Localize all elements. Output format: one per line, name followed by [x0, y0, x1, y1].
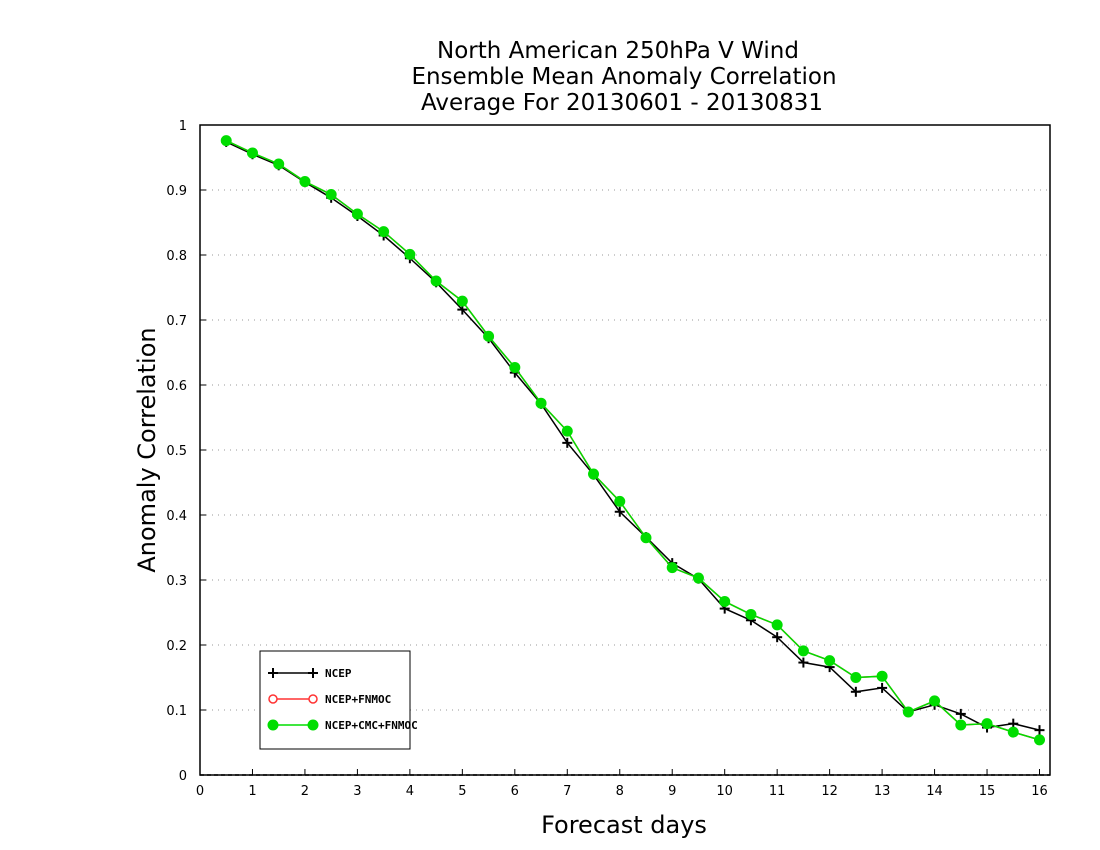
series-line-0 — [225, 141, 1040, 731]
x-tick-label-10: 10 — [716, 784, 733, 799]
series-2-point-25 — [876, 670, 888, 682]
series-line-2 — [225, 139, 1040, 741]
series-2-point-23 — [824, 655, 836, 667]
x-tick-label-8: 8 — [616, 784, 624, 799]
axis-ticks: 00.10.20.30.40.50.60.70.80.910 1 2 3 4 5 6 7 8 9 1… — [166, 119, 1047, 799]
legend-label-0: NCEP — [325, 667, 352, 680]
x-tick-label-7: 7 — [563, 784, 571, 799]
series-2-point-14 — [588, 468, 600, 480]
series-2-point-8 — [430, 275, 442, 287]
legend-item-0: NCEP — [268, 667, 352, 680]
y-tick-label-0: 0 — [179, 769, 187, 784]
series-2-point-9 — [456, 295, 468, 307]
series-2-point-27 — [929, 695, 941, 707]
x-tick-label-16: 16 — [1031, 784, 1048, 799]
legend-item-2: NCEP+CMC+FNMOC — [267, 719, 418, 732]
y-tick-label-1: 0.1 — [166, 704, 187, 719]
y-tick-label-2: 0.2 — [166, 639, 187, 654]
series-0-point-24 — [850, 686, 861, 697]
series-2-point-15 — [614, 495, 626, 507]
x-tick-label-14: 14 — [926, 784, 943, 799]
series-line-1 — [225, 139, 1040, 741]
series-2-point-22 — [797, 645, 809, 657]
series-2-point-26 — [902, 706, 914, 718]
legend-marker-start-0 — [268, 668, 278, 678]
series-2 — [220, 135, 1046, 746]
series-2-point-10 — [483, 330, 495, 342]
series-2-point-12 — [535, 397, 547, 409]
legend-marker-start-2 — [267, 719, 279, 731]
series-2-point-7 — [404, 248, 416, 260]
series-0-point-31 — [1034, 725, 1045, 736]
x-tick-label-2: 2 — [301, 784, 309, 799]
legend-marker-end-2 — [307, 719, 319, 731]
series-2-point-18 — [692, 572, 704, 584]
title-line-2: Ensemble Mean Anomaly Correlation — [411, 64, 836, 90]
series-2-point-16 — [640, 532, 652, 544]
title-line-3: Average For 20130601 - 20130831 — [421, 90, 823, 116]
x-tick-label-4: 4 — [406, 784, 414, 799]
title-line-1: North American 250hPa V Wind — [437, 38, 799, 64]
y-tick-label-7: 0.7 — [166, 314, 187, 329]
series-2-point-24 — [850, 672, 862, 683]
x-tick-label-0: 0 — [196, 784, 204, 799]
series-2-point-4 — [325, 189, 337, 201]
series-2-point-5 — [351, 208, 363, 220]
y-tick-label-3: 0.3 — [166, 574, 187, 589]
legend-marker-start-1 — [268, 694, 278, 704]
series-0-point-22 — [798, 657, 809, 668]
x-tick-label-6: 6 — [511, 784, 519, 799]
x-tick-label-5: 5 — [458, 784, 466, 799]
legend: NCEP NCEP+FNMOC NCEP+CMC+FNMOC — [259, 650, 418, 750]
legend-marker-end-0 — [308, 668, 318, 678]
series-2-point-11 — [509, 361, 521, 373]
y-tick-label-9: 0.9 — [166, 184, 187, 199]
y-axis-label: Anomaly Correlation — [133, 327, 161, 572]
series-2-point-28 — [955, 719, 967, 731]
series-2-point-17 — [666, 562, 678, 574]
series-2-point-3 — [299, 176, 311, 188]
series-0-point-28 — [955, 708, 966, 719]
x-tick-label-11: 11 — [769, 784, 786, 799]
x-tick-label-3: 3 — [353, 784, 361, 799]
y-tick-label-4: 0.4 — [166, 509, 187, 524]
x-axis-label: Forecast days — [541, 811, 707, 839]
series-0-point-25 — [877, 682, 888, 693]
legend-label-1: NCEP+FNMOC — [325, 693, 391, 706]
series-2-point-1 — [246, 147, 258, 159]
series-2-point-30 — [1007, 726, 1019, 738]
chart-title: North American 250hPa V Wind Ensemble Me… — [411, 38, 836, 116]
series-2-point-6 — [378, 226, 390, 238]
y-tick-label-8: 0.8 — [166, 249, 187, 264]
x-tick-label-15: 15 — [979, 784, 996, 799]
series-0-point-15 — [614, 506, 625, 517]
legend-box — [259, 650, 411, 750]
series-2-point-13 — [561, 425, 573, 437]
series-2-point-21 — [771, 619, 783, 631]
x-tick-label-12: 12 — [821, 784, 838, 799]
x-tick-label-9: 9 — [668, 784, 676, 799]
y-tick-label-10: 1 — [179, 119, 187, 134]
y-tick-label-6: 0.6 — [166, 379, 187, 394]
x-tick-label-1: 1 — [248, 784, 256, 799]
legend-item-1: NCEP+FNMOC — [268, 693, 391, 706]
series-2-point-0 — [220, 135, 232, 147]
series-2-point-20 — [745, 608, 757, 620]
series-2-point-2 — [273, 158, 285, 170]
legend-marker-end-1 — [308, 694, 318, 704]
legend-label-2: NCEP+CMC+FNMOC — [325, 719, 418, 732]
y-tick-label-5: 0.5 — [166, 444, 187, 459]
series-0-point-13 — [562, 437, 573, 448]
x-tick-label-13: 13 — [874, 784, 891, 799]
series-2-point-31 — [1034, 734, 1046, 746]
series-2-point-29 — [981, 718, 993, 730]
series-0-point-21 — [772, 632, 783, 643]
series-group — [220, 135, 1046, 746]
series-2-point-19 — [719, 595, 731, 607]
